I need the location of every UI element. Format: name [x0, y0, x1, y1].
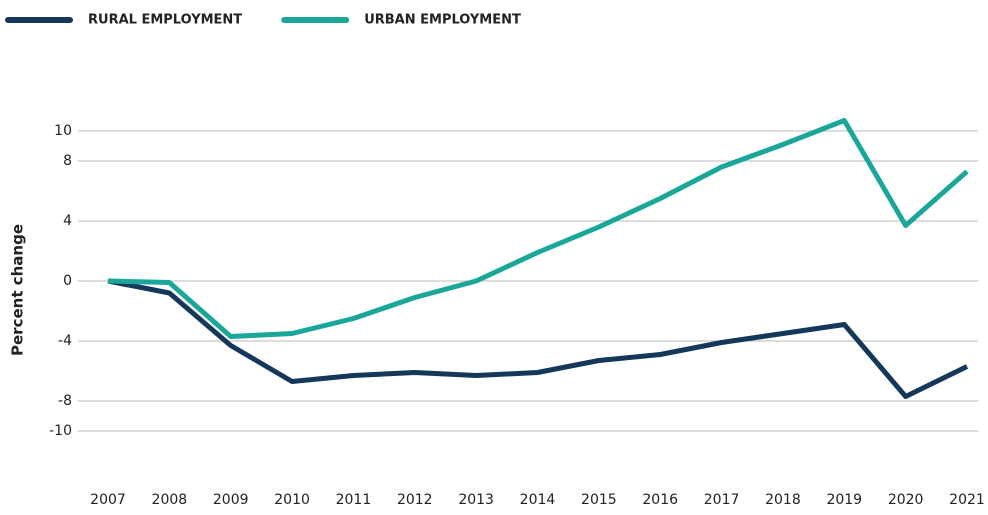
- y-tick-label: 4: [63, 213, 72, 229]
- x-tick-label: 2013: [458, 492, 494, 508]
- y-axis-label: Percent change: [9, 224, 27, 356]
- x-tick-label: 2015: [581, 492, 617, 508]
- x-tick-label: 2012: [397, 492, 433, 508]
- x-tick-label: 2019: [826, 492, 862, 508]
- x-tick-label: 2017: [704, 492, 740, 508]
- y-tick-label: 0: [63, 273, 72, 289]
- x-tick-label: 2018: [765, 492, 801, 508]
- data-line: [107, 118, 969, 339]
- x-tick-label: 2021: [949, 492, 985, 508]
- x-tick-label: 2007: [90, 492, 126, 508]
- data-line: [107, 278, 969, 399]
- legend-label: URBAN EMPLOYMENT: [364, 13, 521, 28]
- x-tick-label: 2016: [642, 492, 678, 508]
- y-tick-label: -10: [49, 423, 72, 439]
- y-tick-label: -8: [58, 393, 72, 409]
- y-tick-label: 8: [63, 153, 72, 169]
- y-tick-label: 10: [54, 123, 72, 139]
- x-tick-label: 2011: [336, 492, 372, 508]
- y-tick-label: -4: [58, 333, 72, 349]
- x-tick-label: 2009: [213, 492, 249, 508]
- x-tick-label: 2008: [152, 492, 188, 508]
- legend-label: RURAL EMPLOYMENT: [88, 13, 242, 28]
- x-tick-label: 2014: [520, 492, 556, 508]
- x-tick-label: 2020: [888, 492, 924, 508]
- x-tick-label: 2010: [274, 492, 310, 508]
